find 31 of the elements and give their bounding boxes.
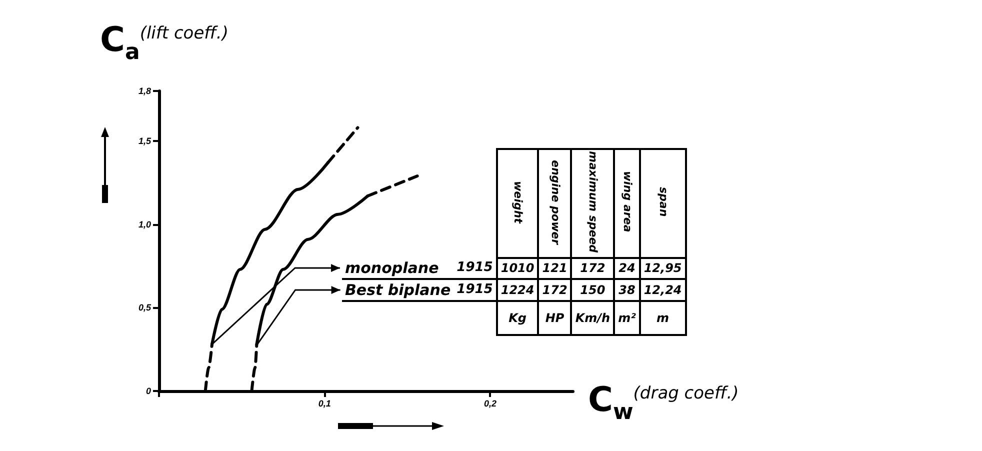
annotation: 1010 — [496, 258, 538, 279]
annotation: 1915 — [454, 258, 497, 279]
text: Km/h — [571, 300, 614, 335]
text: wing area — [620, 171, 634, 232]
annotation: 172 — [538, 278, 572, 301]
y-tick-label: 1,5 — [138, 136, 152, 146]
text: m² — [614, 300, 640, 335]
annotation: 121 — [538, 258, 572, 279]
text: span — [656, 186, 670, 217]
text: 150 — [571, 278, 614, 301]
annotation: 1224 — [496, 278, 538, 301]
y-tick-label: 1,0 — [138, 219, 151, 230]
text: 12,24 — [640, 278, 686, 301]
annotation: 1915 — [454, 278, 497, 301]
annotation: HP — [538, 300, 572, 335]
y-tick-label: 0,5 — [138, 302, 152, 313]
x-tick-label: 0,2 — [484, 398, 496, 408]
annotation: Best biplane — [342, 278, 454, 301]
annotation: monoplane — [342, 258, 454, 279]
y-tick-label: 0 — [146, 386, 151, 396]
text: 24 — [614, 258, 640, 279]
annotation: Kg — [496, 300, 538, 335]
text: 12,95 — [640, 258, 686, 279]
text: 38 — [614, 278, 640, 301]
text: m — [640, 300, 686, 335]
y-tick-label: 1,8 — [138, 86, 151, 96]
text: 172 — [571, 258, 614, 279]
x-tick-label: 0,1 — [318, 398, 331, 408]
text: maximum speed — [586, 151, 600, 253]
annotation: weight — [512, 180, 525, 223]
annotation: engine power — [548, 160, 562, 244]
